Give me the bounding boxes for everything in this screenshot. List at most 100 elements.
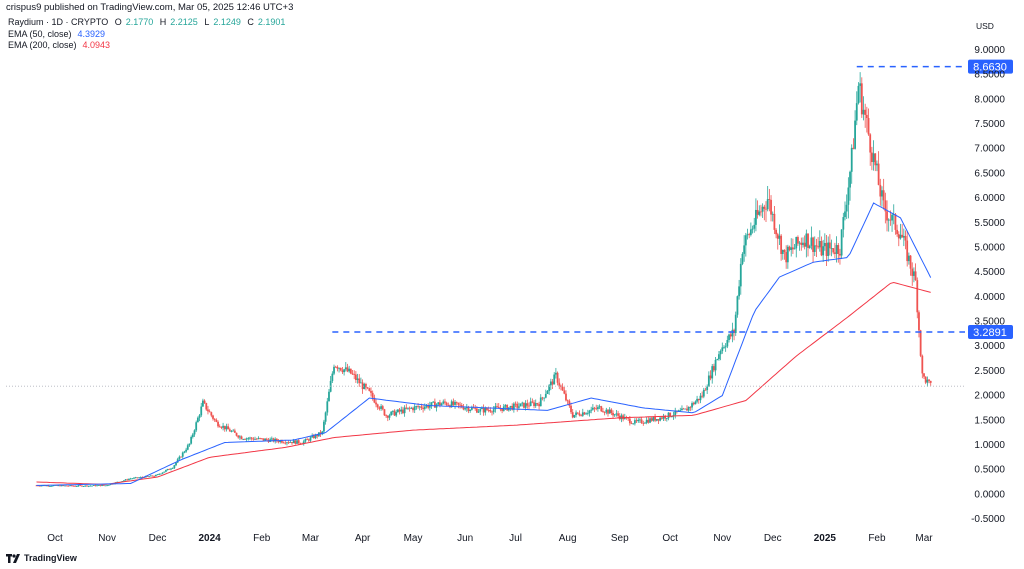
candle[interactable] — [590, 406, 593, 414]
candle[interactable] — [859, 72, 862, 103]
candle[interactable] — [422, 404, 425, 413]
candle[interactable] — [349, 368, 352, 375]
candle[interactable] — [94, 484, 97, 487]
candle[interactable] — [376, 403, 379, 410]
candle[interactable] — [64, 485, 66, 487]
candle[interactable] — [615, 409, 618, 417]
candle[interactable] — [635, 418, 638, 423]
candle[interactable] — [193, 429, 196, 437]
candle[interactable] — [765, 201, 767, 222]
candle[interactable] — [828, 234, 831, 256]
candle[interactable] — [521, 401, 524, 407]
candle[interactable] — [531, 398, 534, 404]
candle[interactable] — [225, 423, 228, 432]
candle[interactable] — [918, 310, 920, 338]
candle[interactable] — [363, 382, 366, 390]
candle[interactable] — [837, 242, 840, 263]
candle[interactable] — [743, 235, 746, 262]
candle[interactable] — [328, 389, 330, 402]
candle[interactable] — [415, 405, 418, 410]
candle[interactable] — [659, 416, 662, 422]
candle[interactable] — [926, 376, 929, 387]
candle[interactable] — [832, 248, 835, 255]
candle[interactable] — [923, 372, 925, 380]
candle[interactable] — [249, 436, 251, 441]
candle[interactable] — [546, 389, 549, 395]
candle[interactable] — [800, 237, 803, 251]
candle[interactable] — [534, 399, 537, 408]
candle[interactable] — [370, 387, 372, 397]
candle[interactable] — [701, 391, 704, 399]
candle[interactable] — [358, 374, 361, 387]
candle[interactable] — [770, 195, 772, 222]
candle[interactable] — [869, 133, 872, 166]
candle[interactable] — [134, 476, 137, 479]
candle[interactable] — [771, 211, 774, 222]
candle[interactable] — [309, 435, 312, 443]
candle[interactable] — [75, 485, 78, 487]
candle[interactable] — [795, 236, 798, 258]
candle[interactable] — [412, 406, 414, 413]
candle[interactable] — [106, 485, 109, 487]
candle[interactable] — [654, 413, 656, 423]
candle[interactable] — [706, 384, 709, 394]
candle[interactable] — [694, 400, 697, 405]
candle[interactable] — [170, 467, 172, 471]
candle[interactable] — [523, 402, 525, 409]
candle[interactable] — [719, 349, 722, 361]
candle[interactable] — [696, 395, 698, 404]
candle[interactable] — [306, 437, 309, 440]
candle[interactable] — [749, 222, 752, 237]
candle[interactable] — [70, 484, 73, 487]
candle[interactable] — [74, 485, 77, 487]
candle[interactable] — [815, 238, 818, 258]
candle[interactable] — [682, 407, 685, 410]
candle[interactable] — [238, 435, 241, 440]
candle[interactable] — [538, 401, 540, 410]
candle[interactable] — [227, 423, 230, 430]
candle[interactable] — [657, 418, 660, 425]
candle[interactable] — [568, 399, 571, 408]
candle[interactable] — [662, 413, 665, 422]
candle[interactable] — [697, 398, 700, 404]
candle[interactable] — [758, 205, 761, 217]
candle[interactable] — [645, 416, 648, 425]
candle[interactable] — [156, 474, 159, 476]
candle[interactable] — [257, 436, 260, 440]
candle[interactable] — [581, 408, 584, 417]
candle[interactable] — [691, 401, 693, 411]
candle[interactable] — [834, 242, 836, 259]
candle[interactable] — [452, 398, 455, 407]
candle[interactable] — [623, 413, 626, 420]
candle[interactable] — [650, 416, 653, 422]
candle[interactable] — [405, 404, 408, 410]
candle[interactable] — [578, 410, 581, 417]
candle[interactable] — [200, 402, 203, 418]
candle[interactable] — [228, 427, 231, 432]
candle[interactable] — [647, 417, 650, 424]
candle[interactable] — [69, 485, 72, 487]
candle[interactable] — [902, 228, 905, 247]
candle[interactable] — [519, 403, 522, 407]
candle[interactable] — [610, 408, 613, 416]
candle[interactable] — [783, 249, 786, 260]
candle[interactable] — [889, 210, 892, 226]
candle[interactable] — [850, 144, 853, 184]
candle[interactable] — [897, 231, 900, 247]
candle[interactable] — [168, 468, 171, 470]
candle[interactable] — [84, 485, 87, 487]
candle[interactable] — [260, 438, 263, 440]
candle[interactable] — [813, 236, 816, 257]
candle[interactable] — [573, 414, 576, 419]
candle[interactable] — [607, 409, 609, 417]
candle[interactable] — [874, 153, 877, 172]
candle[interactable] — [380, 404, 382, 411]
candle[interactable] — [407, 407, 409, 411]
candle[interactable] — [324, 411, 327, 425]
candle[interactable] — [464, 407, 467, 411]
candle[interactable] — [203, 399, 206, 404]
candle[interactable] — [269, 437, 272, 443]
candle[interactable] — [775, 228, 777, 239]
candle[interactable] — [353, 370, 356, 380]
